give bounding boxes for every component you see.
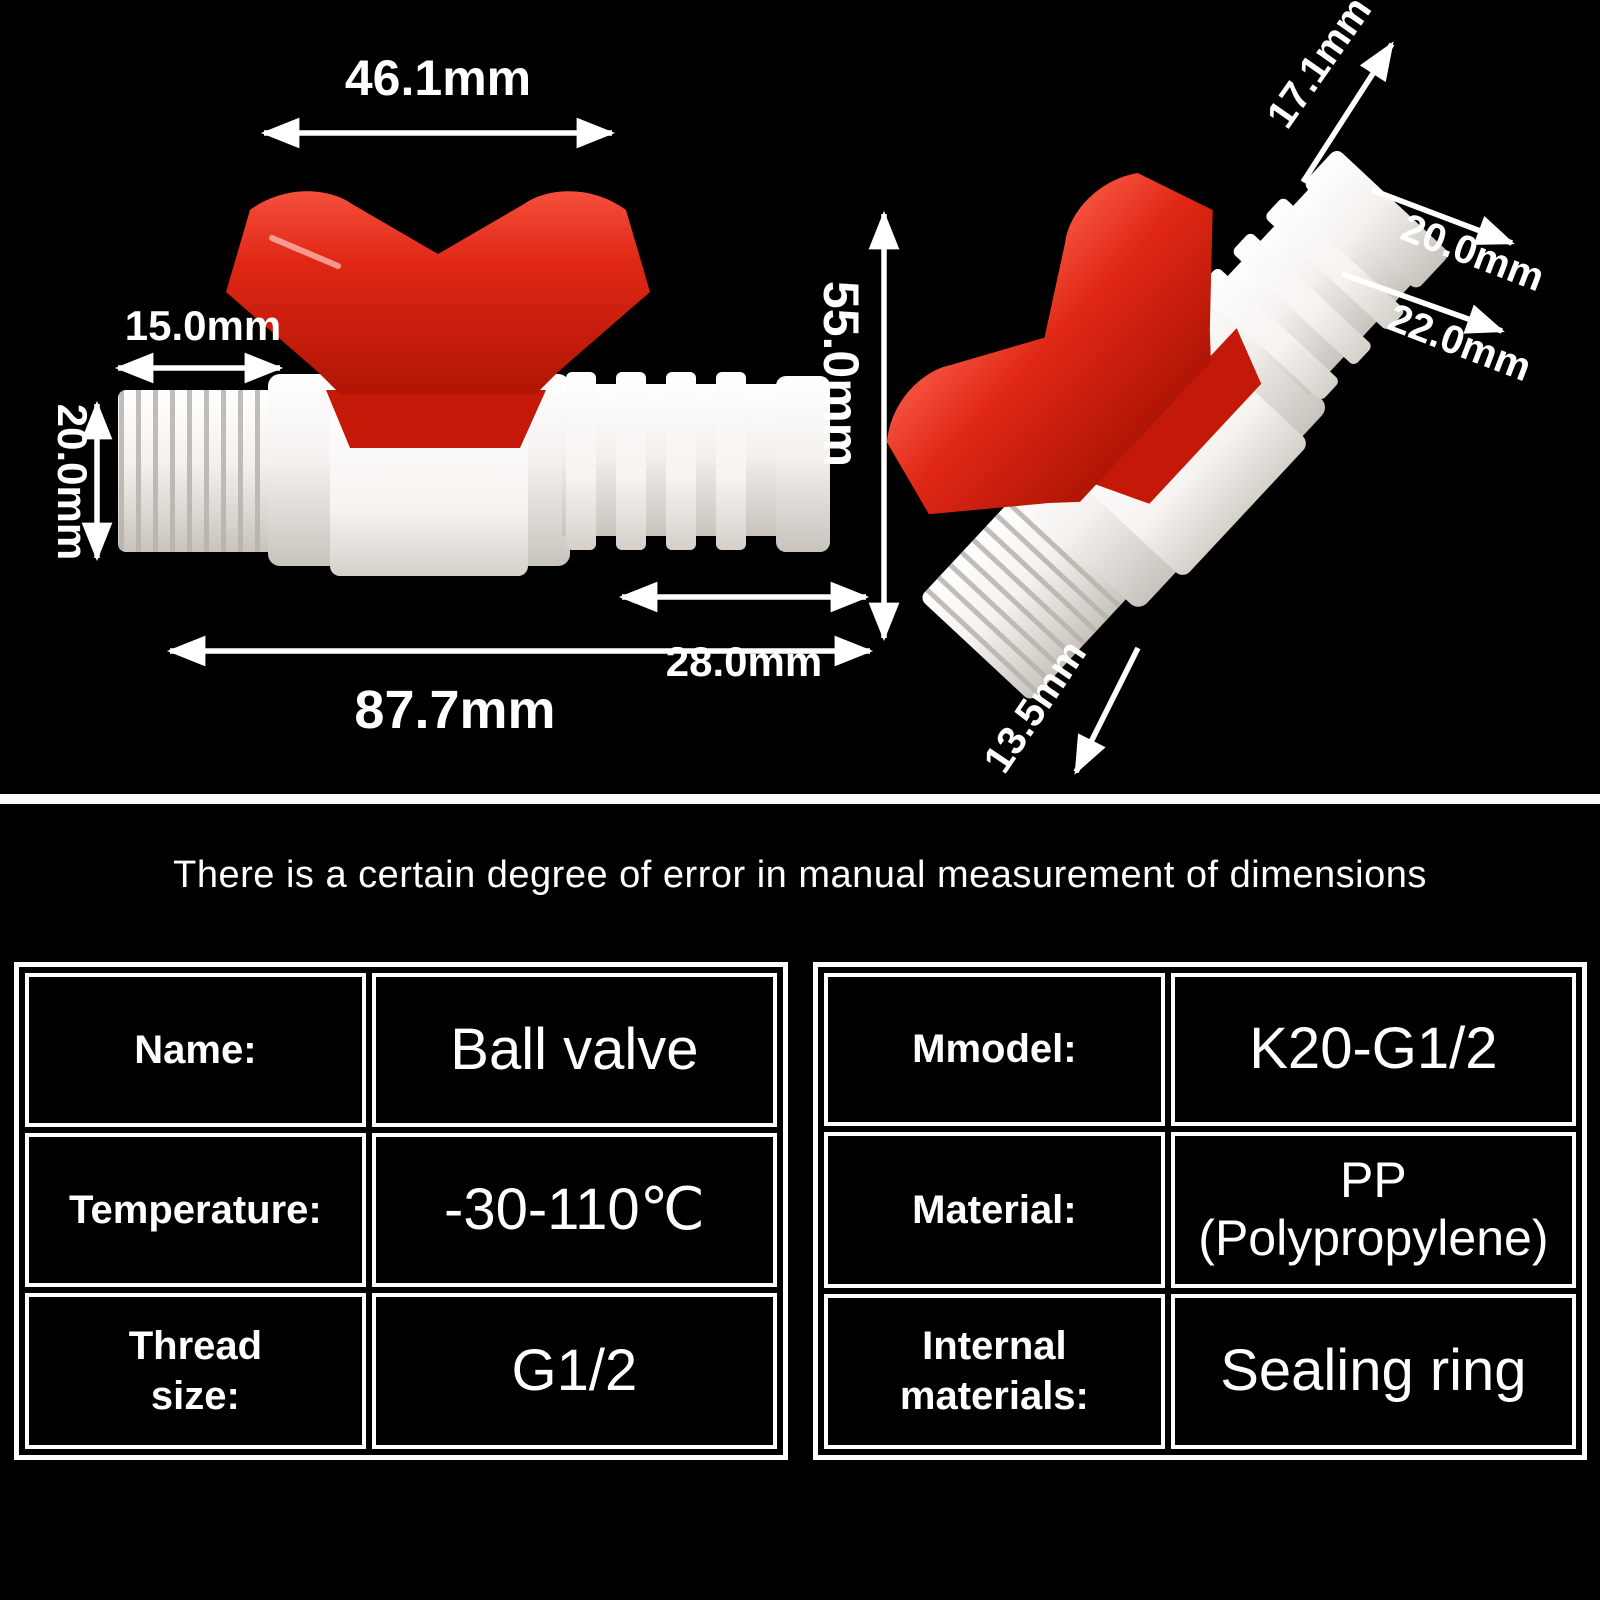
dimension-label-55-0mm: 55.0mm <box>813 281 869 467</box>
spec-label-internal-materials: Internal materials: <box>824 1293 1165 1449</box>
dimension-label-17-1mm: 17.1mm <box>1259 0 1380 136</box>
spec-label-text: Internal <box>922 1324 1067 1369</box>
spec-label-text: materials: <box>899 1374 1089 1419</box>
disclaimer-text: There is a certain degree of error in ma… <box>173 854 1427 896</box>
spec-label-text: size: <box>150 1374 240 1419</box>
front-barb-ridges <box>566 372 746 550</box>
front-handle-highlight <box>269 235 341 269</box>
dimension-arrows <box>81 41 1515 775</box>
spec-value-temperature: -30-110℃ <box>371 1133 777 1288</box>
spec-label-text: Material: <box>912 1187 1077 1232</box>
dimension-label-20-0mm-left: 20.0mm <box>49 404 96 560</box>
spec-table-left: Name: Ball valve Temperature: -30-110℃ T… <box>14 962 788 1460</box>
spec-row-temperature: Temperature: -30-110℃ <box>25 1133 777 1288</box>
spec-label-text: Temperature: <box>69 1188 322 1233</box>
valve-angled-view <box>886 151 1448 699</box>
arrow-barb-outer-20 <box>1371 187 1515 246</box>
spec-value-text: G1/2 <box>511 1337 638 1403</box>
front-handle-skirt <box>326 390 546 448</box>
spec-label-thread-size: Thread size: <box>25 1293 366 1449</box>
valve-front-view <box>118 191 830 576</box>
spec-label-material: Material: <box>824 1131 1165 1288</box>
front-handle <box>226 191 650 394</box>
dimension-diagram: 46.1mm 55.0mm 15.0mm 20.0mm 28.0mm 87.7m… <box>49 0 1550 781</box>
spec-value-name: Ball valve <box>371 973 777 1128</box>
dimension-label-15-0mm: 15.0mm <box>125 302 281 349</box>
front-collar <box>330 410 528 576</box>
arrow-thread-tip <box>1073 646 1141 775</box>
spec-value-text: (Polypropylene) <box>1198 1209 1549 1266</box>
spec-value-model: K20-G1/2 <box>1170 973 1576 1126</box>
separator-line <box>0 794 1600 804</box>
spec-label-temperature: Temperature: <box>25 1133 366 1288</box>
dimension-label-87-7mm: 87.7mm <box>354 680 555 740</box>
dimension-label-46-1mm: 46.1mm <box>345 50 531 106</box>
front-barb-endcap <box>776 376 830 552</box>
spec-label-model: Mmodel: <box>824 973 1165 1126</box>
angled-handle-skirt <box>1092 328 1262 504</box>
spec-label-name: Name: <box>25 973 366 1128</box>
spec-value-text: PP <box>1340 1152 1407 1209</box>
spec-value-internal-materials: Sealing ring <box>1170 1293 1576 1449</box>
angled-handle <box>886 173 1213 515</box>
front-thread-ridges <box>118 390 274 552</box>
spec-value-thread-size: G1/2 <box>371 1293 777 1449</box>
spec-value-text: K20-G1/2 <box>1249 1016 1498 1082</box>
angled-barb-endcap <box>1305 151 1448 288</box>
spec-row-thread-size: Thread size: G1/2 <box>25 1293 777 1449</box>
spec-row-internal-materials: Internal materials: Sealing ring <box>824 1293 1576 1449</box>
arrow-barb-tip <box>1300 41 1395 184</box>
spec-value-material: PP (Polypropylene) <box>1170 1131 1576 1288</box>
spec-row-model: Mmodel: K20-G1/2 <box>824 973 1576 1126</box>
angled-barb-ridges <box>1200 198 1404 400</box>
spec-value-text: Sealing ring <box>1220 1338 1527 1404</box>
spec-label-text: Mmodel: <box>912 1027 1077 1072</box>
spec-value-text: Ball valve <box>450 1016 699 1082</box>
spec-table-right: Mmodel: K20-G1/2 Material: PP (Polypropy… <box>813 962 1587 1460</box>
dimension-label-28-0mm: 28.0mm <box>666 638 822 685</box>
spec-row-material: Material: PP (Polypropylene) <box>824 1131 1576 1288</box>
spec-label-text: Name: <box>134 1028 257 1073</box>
spec-value-text: -30-110℃ <box>444 1176 705 1242</box>
spec-label-text: Thread <box>128 1324 263 1369</box>
dimension-label-22-0mm: 22.0mm <box>1382 296 1537 390</box>
arrow-barb-outer-22 <box>1341 271 1505 334</box>
spec-row-name: Name: Ball valve <box>25 973 777 1128</box>
